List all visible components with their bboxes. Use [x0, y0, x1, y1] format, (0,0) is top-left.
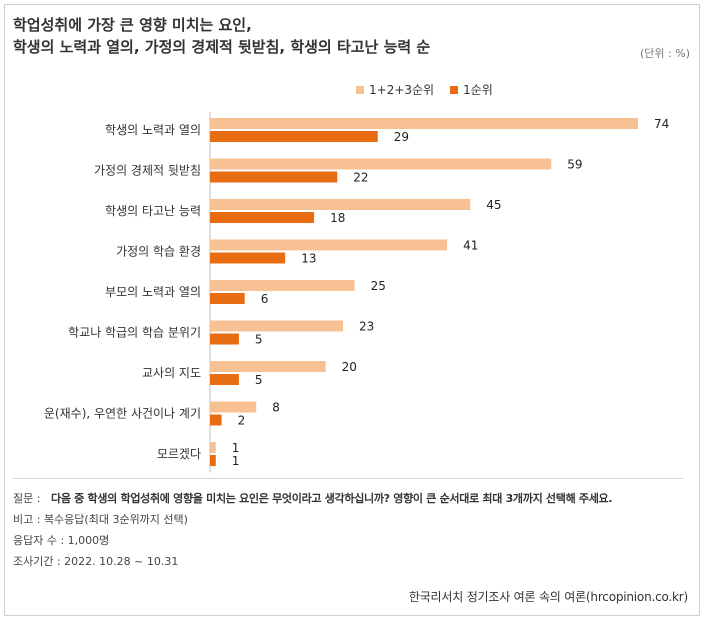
bar-total	[210, 401, 257, 413]
category-label: 교사의 지도	[142, 366, 201, 380]
bar-first	[210, 333, 239, 345]
bar-first	[210, 455, 216, 466]
bar-first	[210, 374, 239, 385]
value-label-total: 8	[272, 401, 280, 415]
value-label-first: 6	[261, 292, 269, 306]
bar-first	[210, 252, 286, 264]
value-label-first: 22	[353, 171, 368, 185]
category-label: 부모의 노력과 열의	[105, 285, 201, 299]
value-label-first: 18	[330, 211, 345, 225]
legend-swatch-first	[450, 85, 459, 94]
category-label: 학생의 노력과 열의	[105, 123, 201, 137]
notes: 질문 : 다음 중 학생의 학업성취에 영향을 미치는 요인은 무엇이라고 생각…	[13, 488, 613, 572]
question-row: 질문 : 다음 중 학생의 학업성취에 영향을 미치는 요인은 무엇이라고 생각…	[13, 488, 613, 509]
respondents-text: 응답자 수 : 1,000명	[13, 534, 110, 547]
category-label: 가정의 경제적 뒷받침	[94, 164, 201, 178]
legend-item-total: 1+2+3순위	[356, 81, 434, 98]
value-label-first: 1	[232, 454, 240, 468]
value-label-total: 45	[486, 198, 501, 212]
bar-total	[210, 118, 638, 129]
period-text: 조사기간 : 2022. 10.28 ~ 10.31	[13, 555, 179, 568]
source-text: 한국리서치 정기조사 여론 속의 여론(hrcopinion.co.kr)	[408, 590, 688, 604]
category-label: 모르겠다	[157, 447, 201, 461]
bar-total	[210, 239, 448, 251]
category-label: 학생의 타고난 능력	[105, 204, 201, 218]
bar-first	[210, 131, 378, 142]
value-label-first: 2	[238, 414, 246, 428]
category-label: 운(재수), 우연한 사건이나 계기	[44, 407, 201, 421]
chart-frame	[4, 4, 700, 616]
value-label-total: 1	[232, 441, 240, 455]
chart-title: 학업성취에 가장 큰 영향 미치는 요인, 학생의 노력과 열의, 가정의 경제…	[13, 14, 430, 58]
bar-first	[210, 171, 338, 183]
value-label-total: 25	[371, 279, 386, 293]
value-label-first: 5	[255, 333, 263, 347]
value-label-first: 13	[301, 252, 316, 266]
note-text: 비고 : 복수응답(최대 3순위까지 선택)	[13, 513, 188, 526]
bar-total	[210, 280, 355, 291]
value-label-total: 20	[342, 360, 357, 374]
bar-total	[210, 442, 216, 453]
value-label-total: 59	[567, 158, 582, 172]
bar-chart: 학생의 노력과 열의 74 29 가정의 경제적 뒷받침 59 22 학생의 타고난 능력 4…	[44, 112, 669, 473]
value-label-first: 5	[255, 373, 263, 387]
bar-total	[210, 320, 344, 332]
notes-divider	[12, 478, 684, 479]
bar-first	[210, 414, 222, 426]
value-label-first: 29	[394, 130, 409, 144]
value-label-total: 41	[463, 239, 478, 253]
value-label-total: 74	[654, 117, 669, 131]
bar-first	[210, 212, 315, 223]
unit-label: (단위 : %)	[640, 47, 690, 60]
value-label-total: 23	[359, 320, 374, 334]
legend-item-first: 1순위	[450, 81, 493, 98]
bar-total	[210, 199, 471, 210]
question-text: 다음 중 학생의 학업성취에 영향을 미치는 요인은 무엇이라고 생각하십니까?…	[51, 492, 613, 505]
title-line-1: 학업성취에 가장 큰 영향 미치는 요인,	[13, 16, 252, 34]
bar-total	[210, 361, 326, 372]
category-label: 가정의 학습 환경	[116, 245, 201, 259]
legend-label-total: 1+2+3순위	[369, 83, 435, 97]
question-label: 질문 :	[13, 492, 41, 505]
bar-total	[210, 158, 552, 170]
legend: 1+2+3순위 1순위	[356, 81, 509, 98]
title-line-2: 학생의 노력과 열의, 가정의 경제적 뒷받침, 학생의 타고난 능력 순	[13, 38, 431, 56]
legend-label-first: 1순위	[463, 83, 493, 97]
legend-swatch-total	[356, 85, 364, 94]
category-label: 학교나 학급의 학습 분위기	[68, 326, 201, 340]
bar-first	[210, 293, 245, 304]
